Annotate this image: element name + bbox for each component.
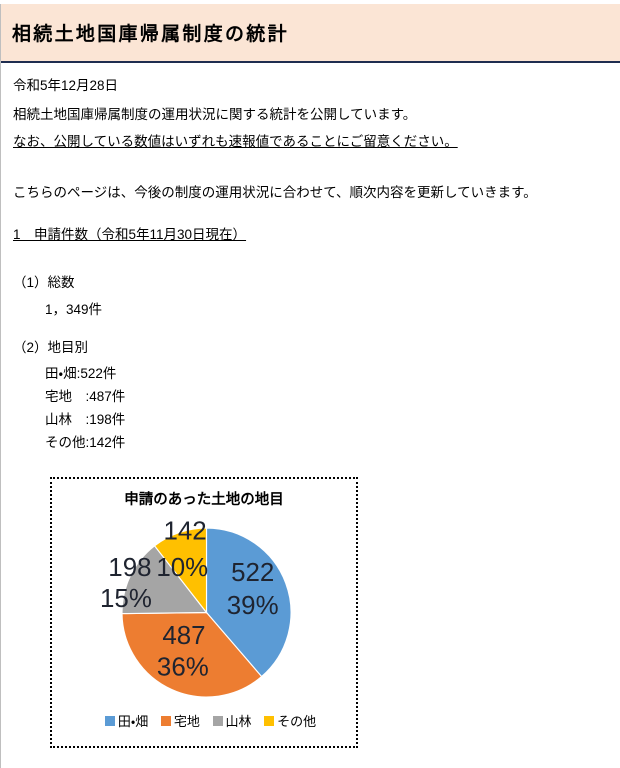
svg-text:39%: 39% [227, 592, 279, 620]
svg-text:198: 198 [108, 554, 151, 582]
svg-text:487: 487 [162, 622, 205, 650]
svg-text:10%: 10% [156, 554, 208, 582]
svg-text:142: 142 [163, 517, 206, 545]
svg-text:36%: 36% [157, 654, 209, 682]
svg-text:15%: 15% [100, 585, 152, 613]
svg-text:522: 522 [231, 559, 274, 587]
